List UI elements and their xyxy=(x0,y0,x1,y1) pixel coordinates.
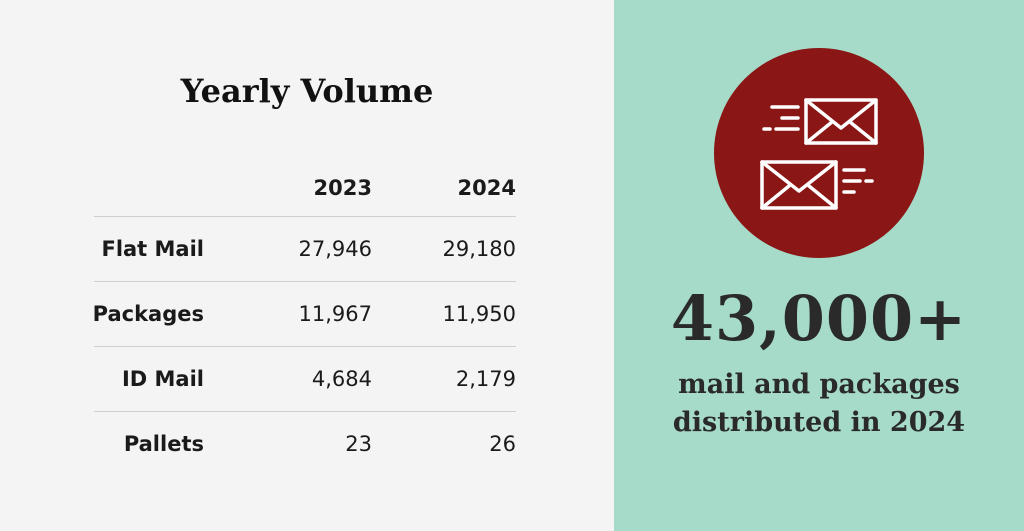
value-2023: 11,967 xyxy=(298,302,372,326)
table-panel: Yearly Volume 2023 2024 Flat Mail 27,946… xyxy=(92,72,516,476)
stat-description-line: distributed in 2024 xyxy=(672,407,966,438)
table-title: Yearly Volume xyxy=(180,72,434,110)
volume-table: 2023 2024 Flat Mail 27,946 29,180 Packag… xyxy=(92,160,516,476)
table-row: Packages 11,967 11,950 xyxy=(92,282,516,347)
table-row: Pallets 23 26 xyxy=(94,412,516,476)
table-row: Flat Mail 27,946 29,180 xyxy=(94,217,516,282)
value-2023: 4,684 xyxy=(311,367,372,391)
value-2024: 11,950 xyxy=(442,302,516,326)
header-label xyxy=(94,160,204,216)
value-2024: 29,180 xyxy=(442,237,516,261)
table-header-row: 2023 2024 xyxy=(94,160,516,217)
headline-stat: 43,000+ xyxy=(670,282,968,355)
value-2023: 27,946 xyxy=(298,237,372,261)
envelopes-badge xyxy=(714,48,924,258)
envelopes-icon xyxy=(760,98,878,210)
value-2024: 2,179 xyxy=(455,367,516,391)
header-2024: 2024 xyxy=(457,176,516,200)
stat-description: mail and packages distributed in 2024 xyxy=(614,366,1024,442)
stat-description-line: mail and packages xyxy=(678,369,960,400)
row-label: Packages xyxy=(92,302,204,326)
value-2023: 23 xyxy=(345,432,372,456)
row-label: ID Mail xyxy=(121,367,204,391)
row-label: Pallets xyxy=(123,432,204,456)
table-row: ID Mail 4,684 2,179 xyxy=(94,347,516,412)
value-2024: 26 xyxy=(489,432,516,456)
row-label: Flat Mail xyxy=(101,237,204,261)
header-2023: 2023 xyxy=(313,176,372,200)
